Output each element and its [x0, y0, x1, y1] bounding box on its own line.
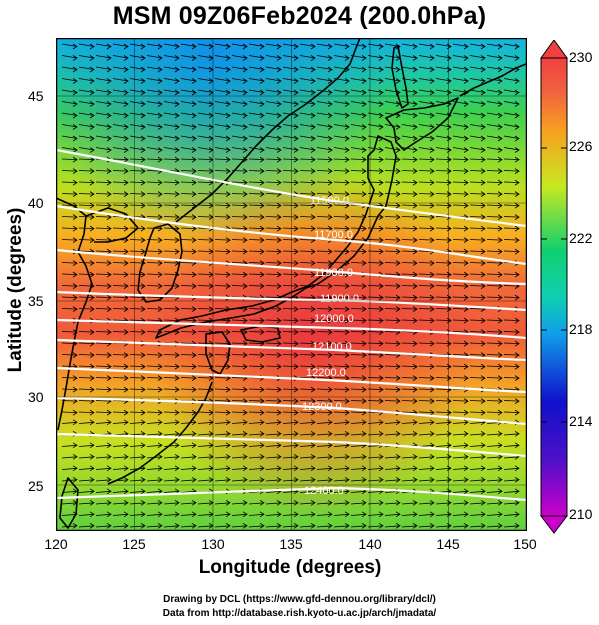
- contour-label: 11500.0: [310, 195, 349, 207]
- contour-label: 12100.0: [312, 341, 352, 353]
- kyushu-coastline: [205, 331, 231, 375]
- contour-label: 12400.0: [304, 485, 344, 497]
- grid-lines: [56, 38, 527, 531]
- colorbar-tick-label: 210: [569, 506, 593, 522]
- contour-label: 11700.0: [314, 229, 353, 241]
- mainland-coastline: [175, 38, 361, 223]
- x-tick-label: 145: [436, 536, 460, 552]
- map-plot[interactable]: 11500.0 11700.0 11900.0 11900.0 12000.0 …: [56, 38, 527, 531]
- credit-drawing: Drawing by DCL (https://www.gfd-dennou.o…: [163, 594, 436, 605]
- contour-line: [56, 432, 527, 458]
- y-tick-label: 40: [28, 195, 44, 211]
- colorbar-tick-label: 226: [569, 138, 593, 154]
- shandong-coastline: [85, 207, 139, 243]
- contour-label: 11900.0: [314, 267, 353, 279]
- hokkaido-coastline: [385, 97, 459, 151]
- contour-line: [56, 396, 527, 426]
- y-tick-label: 25: [28, 478, 44, 494]
- colorbar-tick-label: 214: [569, 413, 593, 429]
- contour-line: [56, 204, 527, 266]
- x-tick-label: 130: [201, 536, 225, 552]
- x-tick-label: 120: [44, 536, 68, 552]
- sakhalin-coastline: [391, 45, 409, 109]
- contour-line: [56, 486, 527, 502]
- colorbar-top-arrow: [540, 40, 568, 59]
- wind-vector-arrows: [61, 43, 520, 529]
- colorbar-tick-label: 222: [569, 230, 593, 246]
- wind-vectors: [61, 43, 520, 529]
- contour-line: [56, 290, 527, 312]
- contour-label: 12000.0: [314, 313, 354, 325]
- colorbar-scale: [540, 57, 568, 517]
- contour-line: [56, 318, 527, 340]
- x-tick-label: 135: [279, 536, 303, 552]
- plot-frame: [56, 38, 527, 531]
- contour-label: 11900.0: [320, 293, 359, 305]
- korea-coastline: [137, 223, 183, 303]
- contour-line: [56, 366, 527, 394]
- y-tick-label: 45: [28, 88, 44, 104]
- x-tick-label: 140: [358, 536, 382, 552]
- y-axis-label: Latitude (degrees): [5, 207, 26, 373]
- kuril-islands: [459, 63, 527, 97]
- colorbar-tick-label: 218: [569, 321, 593, 337]
- y-tick-label: 30: [28, 389, 44, 405]
- map-title: MSM 09Z06Feb2024 (200.0hPa): [112, 2, 487, 30]
- x-tick-label: 125: [122, 536, 146, 552]
- x-axis-label: Longitude (degrees): [198, 557, 382, 578]
- y-tick-label: 35: [28, 293, 44, 309]
- colorbar: [540, 40, 568, 534]
- contour-line: [56, 148, 527, 228]
- contour-line: [56, 338, 527, 362]
- x-tick-label: 150: [513, 536, 537, 552]
- height-contours: [56, 148, 527, 502]
- taiwan-coastline: [59, 477, 79, 529]
- colorbar-tick-label: 230: [569, 49, 593, 65]
- colorbar-bottom-arrow: [540, 515, 568, 534]
- contour-label: 12300.0: [302, 401, 342, 413]
- contour-line: [56, 248, 527, 286]
- contour-label: 12200.0: [306, 367, 346, 379]
- credit-data: Data from http://database.rish.kyoto-u.a…: [162, 608, 437, 619]
- contour-labels: 11500.0 11700.0 11900.0 11900.0 12000.0 …: [302, 195, 359, 497]
